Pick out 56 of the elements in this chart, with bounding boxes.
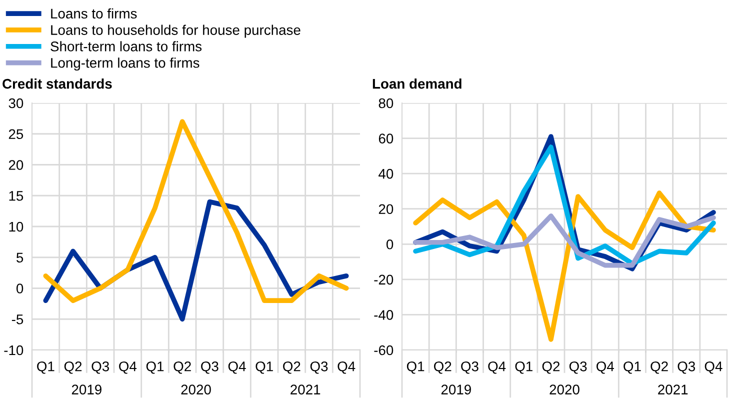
x-tick-label: Q1	[256, 361, 273, 374]
x-tick-label: Q4	[338, 361, 356, 374]
y-tick-label: 10	[9, 222, 24, 232]
x-tick-label: Q4	[228, 361, 246, 374]
x-tick-label: Q3	[569, 361, 587, 374]
line-series	[43, 119, 349, 304]
x-tick-label: Q1	[406, 361, 424, 374]
text: 2021	[658, 384, 688, 394]
x-tick-label: Q4	[704, 361, 722, 374]
x-tick-label: Q3	[310, 361, 328, 374]
chart-title: Credit standards	[2, 78, 112, 89]
x-tick-label: Q2	[64, 361, 82, 374]
line-series	[413, 190, 716, 342]
text: 2019	[441, 384, 471, 394]
chart-title: Loan demand	[372, 78, 462, 89]
x-tick-label: Q2	[542, 361, 560, 374]
y-tick-label: -40	[374, 310, 394, 320]
x-tick-label: Q2	[650, 361, 668, 374]
y-tick-label: -10	[4, 345, 24, 356]
y-tick-label: 30	[8, 98, 24, 108]
y-tick-label: 20	[378, 204, 394, 214]
x-tick-label: Q1	[37, 361, 54, 374]
y-tick-label: 5	[16, 252, 24, 263]
legend-label: Short-term loans to firms	[50, 41, 202, 52]
y-tick-label: -5	[12, 314, 24, 324]
x-tick-label: Q3	[92, 361, 109, 374]
y-tick-label: 40	[378, 168, 394, 179]
legend-label: Long-term loans to firms	[51, 58, 200, 71]
y-tick-label: -60	[374, 345, 394, 356]
text: 2020	[181, 384, 211, 394]
y-tick-label: 0	[16, 284, 24, 294]
x-tick-label: Q4	[596, 361, 614, 374]
x-tick-label: Q1	[624, 361, 641, 374]
x-tick-label: Q2	[174, 361, 191, 374]
text: 2019	[72, 384, 102, 394]
y-tick-label: -20	[374, 274, 394, 285]
y-tick-label: 0	[386, 239, 394, 250]
x-tick-label: Q2	[434, 361, 452, 374]
legend-label: Loans to households for house purchase	[51, 24, 300, 38]
x-tick-label: Q3	[678, 361, 696, 374]
x-tick-label: Q4	[488, 361, 506, 374]
x-tick-label: Q3	[201, 361, 218, 374]
y-tick-label: 25	[8, 129, 24, 140]
x-tick-label: Q2	[283, 361, 300, 374]
y-tick-label: 60	[378, 134, 394, 144]
x-tick-label: Q3	[461, 361, 478, 374]
x-tick-label: Q1	[515, 361, 532, 374]
x-tick-label: Q1	[146, 361, 164, 374]
y-tick-label: 15	[9, 191, 24, 201]
y-tick-label: 80	[378, 98, 394, 108]
legend-label: Loans to firms	[51, 8, 137, 19]
x-tick-label: Q4	[119, 361, 137, 374]
text: 2021	[290, 384, 320, 394]
y-tick-label: 20	[8, 160, 24, 170]
line-series	[413, 213, 716, 268]
text: 2020	[550, 384, 580, 394]
